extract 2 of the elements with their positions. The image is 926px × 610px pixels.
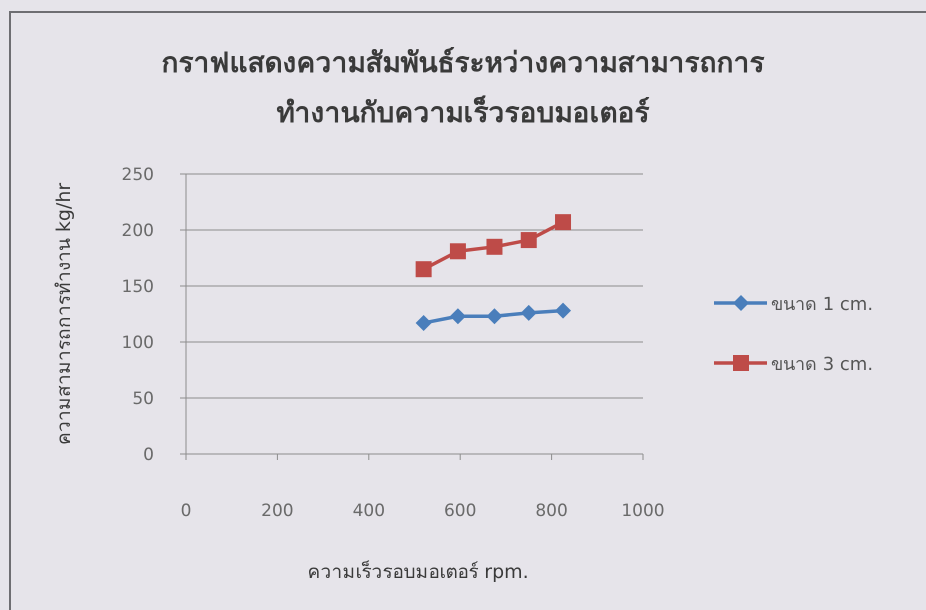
x-axis-title: ความเร็วรอบมอเตอร์ rpm. — [307, 561, 529, 583]
y-axis-title: ความสามารถการทำงาน kg/hr — [53, 182, 75, 446]
